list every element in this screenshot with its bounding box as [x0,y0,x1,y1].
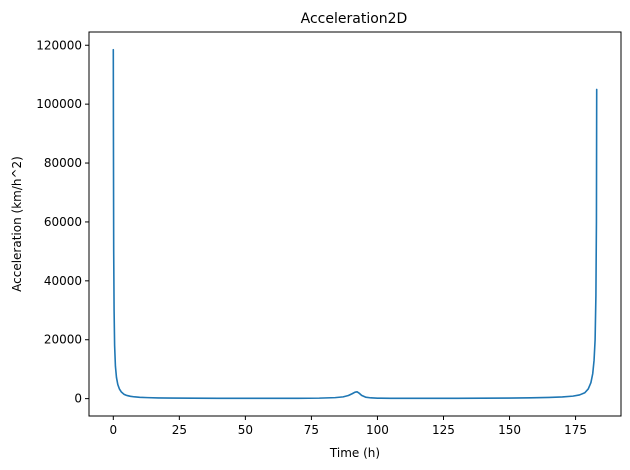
y-tick-label: 80000 [44,156,82,170]
x-axis: 0 25 50 75 100 125 150 175 [109,416,587,437]
y-tick-label: 100000 [36,97,82,111]
plot-frame [88,31,622,417]
y-tick-label: 120000 [36,38,82,52]
y-tick-label: 60000 [44,215,82,229]
y-tick-label: 20000 [44,333,82,347]
x-tick-label: 100 [366,423,389,437]
series-line [112,48,598,400]
x-tick-label: 25 [172,423,187,437]
plot-area [88,31,622,417]
y-axis-label: Acceleration (km/h^2) [10,156,24,292]
x-tick-label: 125 [432,423,455,437]
x-tick-label: 75 [304,423,319,437]
chart-title: Acceleration2D [301,11,408,27]
y-tick-label: 0 [74,392,82,406]
x-tick-label: 0 [109,423,117,437]
x-tick-label: 150 [498,423,521,437]
y-tick-label: 40000 [44,274,82,288]
x-axis-label: Time (h) [329,446,380,460]
x-tick-label: 175 [564,423,587,437]
x-tick-label: 50 [238,423,253,437]
y-axis: 0 20000 40000 60000 80000 100000 120000 [36,38,89,406]
